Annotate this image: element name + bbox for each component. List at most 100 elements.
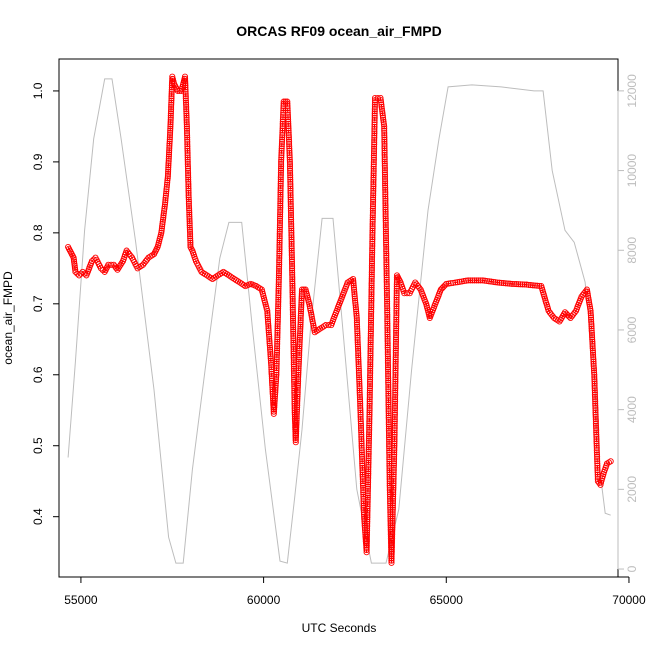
data-point	[365, 477, 372, 484]
data-point	[182, 82, 189, 89]
data-point	[289, 282, 296, 289]
data-point	[291, 374, 298, 381]
data-point	[182, 78, 189, 85]
data-point	[357, 407, 364, 414]
data-point	[293, 419, 300, 426]
data-point	[297, 323, 304, 330]
data-point	[286, 152, 293, 159]
data-point	[379, 112, 386, 119]
data-point	[463, 277, 470, 284]
data-point	[370, 163, 377, 170]
y-axis-label: ocean_air_FMPD	[1, 271, 15, 365]
data-point	[307, 305, 314, 312]
data-point	[469, 277, 476, 284]
data-point	[168, 90, 175, 98]
data-point	[274, 345, 281, 352]
data-point	[367, 352, 374, 359]
data-point	[460, 278, 467, 285]
y-tick-label: 0.9	[31, 153, 45, 170]
data-point	[288, 258, 296, 265]
data-point	[292, 436, 299, 444]
data-point	[391, 429, 398, 436]
data-point	[265, 329, 272, 336]
data-point	[184, 149, 191, 157]
data-point	[289, 267, 296, 274]
data-point	[166, 140, 173, 147]
data-point	[289, 304, 296, 311]
data-point	[370, 174, 377, 181]
data-point	[184, 143, 191, 150]
data-point	[382, 189, 389, 196]
x-tick-label: 65000	[430, 593, 464, 607]
data-point	[496, 279, 503, 286]
data-point	[289, 295, 296, 302]
data-point	[383, 241, 390, 248]
data-point	[360, 504, 367, 511]
data-point	[186, 224, 193, 231]
data-point	[287, 194, 294, 201]
data-point	[182, 95, 189, 102]
data-point	[368, 269, 375, 276]
data-point	[294, 384, 301, 391]
data-point	[290, 332, 297, 340]
data-point	[392, 363, 399, 370]
data-point	[354, 345, 362, 352]
data-point	[358, 431, 365, 438]
data-point	[382, 193, 389, 200]
data-point	[297, 310, 304, 317]
data-point	[289, 289, 296, 296]
data-point	[364, 525, 371, 532]
data-point	[364, 520, 371, 527]
data-point	[592, 411, 599, 418]
data-point	[367, 341, 374, 348]
x-tick-label: 55000	[64, 593, 98, 607]
data-point	[357, 405, 364, 412]
data-point	[385, 392, 392, 399]
data-point	[383, 265, 390, 272]
data-point	[378, 103, 385, 110]
data-point	[285, 125, 292, 132]
data-point	[384, 351, 391, 358]
data-point	[367, 345, 374, 352]
data-point	[290, 372, 298, 379]
data-point	[273, 376, 280, 383]
data-point	[443, 280, 450, 287]
data-point	[309, 316, 316, 323]
data-point	[287, 189, 294, 196]
data-point	[289, 315, 297, 322]
data-point	[370, 185, 377, 192]
data-point	[384, 337, 391, 345]
data-point	[296, 336, 303, 343]
data-point	[183, 114, 190, 121]
data-point	[369, 214, 376, 221]
data-point	[588, 332, 596, 339]
data-point	[365, 474, 372, 481]
data-point	[380, 121, 387, 128]
data-point	[186, 209, 193, 216]
data-point	[267, 359, 275, 366]
data-point	[391, 422, 398, 429]
data-point	[383, 267, 390, 275]
data-point	[290, 343, 297, 350]
y-tick-label: 0.5	[31, 437, 45, 454]
data-point	[383, 256, 390, 264]
data-point	[277, 178, 284, 185]
data-point	[276, 241, 283, 248]
data-point	[381, 127, 388, 134]
data-point	[286, 154, 293, 161]
data-point	[274, 327, 281, 334]
data-point	[393, 321, 400, 328]
data-point	[380, 116, 387, 123]
data-point	[275, 274, 282, 281]
data-point	[264, 312, 271, 319]
data-point	[381, 125, 388, 132]
data-point	[368, 258, 376, 265]
data-point	[275, 272, 282, 279]
data-point	[289, 271, 296, 278]
data-point	[184, 136, 191, 143]
data-point	[388, 537, 396, 544]
data-point	[588, 323, 595, 330]
data-point	[366, 415, 373, 423]
data-point	[295, 369, 302, 376]
data-point	[390, 480, 397, 487]
